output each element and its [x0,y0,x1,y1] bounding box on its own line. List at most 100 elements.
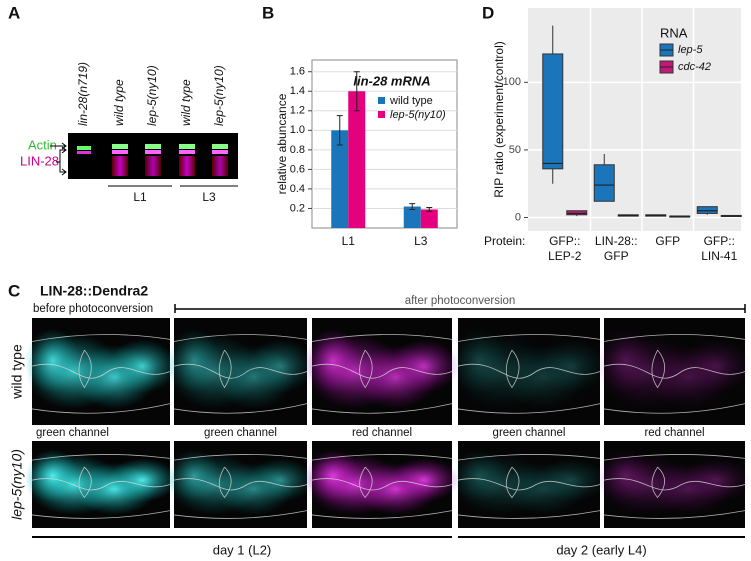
y-axis-label: relative abuncance [275,93,289,194]
fluorescence [305,449,361,502]
worm-outline [457,334,601,414]
y-tick-label: 0.4 [290,183,305,195]
plot-frame [528,8,741,231]
legend-title: RNA [660,25,688,40]
channel-label: green channel [36,427,109,439]
x-tick-label: GFP:: [704,234,735,248]
bracket [174,304,746,313]
panel-letter: C [8,281,20,300]
band-label: LIN-28 [20,153,59,168]
fluorescence [107,339,177,393]
legend-swatch [378,97,385,104]
channel-label: green channel [204,427,277,439]
worm-outline [31,334,171,414]
x-tick-label: L3 [414,234,428,248]
band [145,150,161,154]
box [696,206,718,214]
worm-outline [173,454,308,519]
band [145,144,161,149]
worm-outline [311,334,453,414]
band [179,156,195,176]
day-label: day 1 (L2) [213,542,272,557]
x-tick-label: GFP [604,249,629,263]
x-tick-label: LEP-2 [548,249,582,263]
condition-label: after photoconversion [405,295,516,307]
arrow [56,146,67,176]
fluorescence [596,328,654,393]
y-tick-label: 1.6 [290,66,305,78]
fluorescence [25,328,81,393]
worm-outline [457,454,601,519]
band [212,150,228,154]
fluorescence [305,328,361,393]
fluorescence [389,339,459,393]
x-tick-label: GFP [655,234,680,248]
band [77,146,91,150]
x-tick-label: L1 [342,234,356,248]
worm-outline [603,454,746,519]
box [542,53,564,170]
fluorescence [450,328,508,393]
row-label: lep-5(ny10) [9,449,25,520]
fluorescence [450,449,508,502]
error-bar [336,115,343,146]
x-axis-label: Protein: [484,234,525,248]
box [593,164,615,202]
channel-label: red channel [352,427,412,439]
band [77,151,91,154]
lane-label: lep-5(ny10) [145,65,159,126]
y-axis-label: RIP ratio (experiment/control) [492,41,506,198]
panel-letter: A [8,3,20,22]
legend-label: lep-5(ny10) [390,109,446,121]
day-label: day 2 (early L4) [556,542,646,557]
y-tick-label: 0.2 [290,202,305,214]
y-tick-label: 50 [509,144,521,156]
bar [348,91,366,228]
fluorescence [25,449,81,502]
worm-outline [311,454,453,519]
lane-label: wild type [179,79,193,126]
channel-label: red channel [644,427,704,439]
y-tick-label: 0 [515,211,521,223]
x-tick-label: GFP:: [549,234,580,248]
band [212,156,228,176]
fluorescence [247,339,314,393]
stage-label: L1 [133,190,147,204]
chart-title: lin-28 mRNA [353,73,430,88]
legend-swatch [378,111,385,118]
panel-letter: D [482,3,494,22]
legend-label: cdc-42 [678,61,711,73]
fluorescence [536,458,608,502]
y-tick-label: 100 [503,76,521,88]
lane-label: wild type [112,79,126,126]
y-tick-label: 0.8 [290,144,305,156]
fluorescence [536,339,608,393]
panel-title: LIN-28::Dendra2 [40,283,148,299]
band [212,144,228,149]
fluorescence [389,458,459,502]
fluorescence [681,339,751,393]
legend-label: wild type [389,95,433,107]
row-label: wild type [9,344,25,400]
band [112,150,128,154]
lane-label: lep-5(ny10) [212,65,226,126]
bar [403,206,421,228]
fluorescence [596,449,654,502]
channel-label: green channel [493,427,566,439]
bar [420,209,438,228]
y-tick-label: 1.0 [290,124,305,136]
error-bar [426,206,433,212]
error-bar [353,71,360,112]
fluorescence [167,328,221,393]
legend-label: lep-5 [678,44,703,56]
band [112,156,128,176]
band [179,144,195,149]
worm-outline [31,454,171,519]
fluorescence [107,458,177,502]
band-label: Actin [28,137,57,152]
worm-outline [173,334,308,414]
fluorescence [167,449,221,502]
band [179,150,195,154]
